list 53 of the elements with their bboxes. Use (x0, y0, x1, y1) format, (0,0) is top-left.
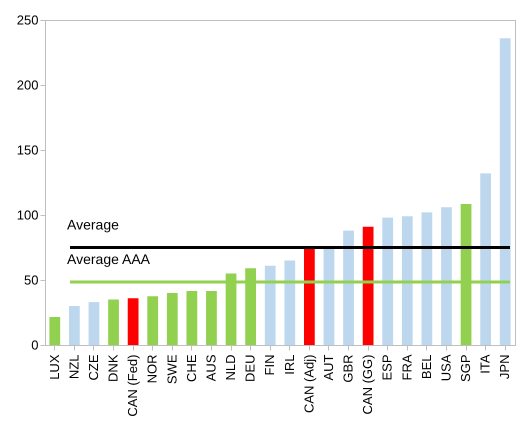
x-tick-label: CZE (86, 354, 101, 380)
x-tick-label: ESP (380, 354, 395, 381)
x-tick-label: CAN (Fed) (125, 354, 140, 417)
ref-line-label: Average (67, 216, 120, 232)
x-tick-label: SGP (458, 354, 474, 382)
bar (88, 302, 100, 345)
x-tick-label: GBR (340, 354, 356, 383)
bar (441, 207, 452, 345)
bar (49, 317, 60, 345)
x-tick-label: BEL (418, 354, 434, 380)
x-tick-label: AUS (203, 354, 218, 382)
bar (186, 291, 198, 345)
x-tick-label: JPN (497, 354, 512, 380)
x-tick-label: CAN (Adj) (301, 354, 316, 414)
y-tick-label: 100 (16, 208, 38, 222)
x-tick-label: NOR (144, 354, 160, 384)
bar (68, 306, 80, 345)
x-tick-label: DEU (242, 354, 258, 382)
x-tick-label: ITA (478, 354, 493, 374)
x-tick-label: DNK (106, 354, 121, 382)
x-tick-label: NZL (66, 354, 82, 380)
bar (108, 300, 119, 345)
bar (382, 218, 394, 345)
bar (147, 296, 158, 345)
bar (166, 293, 178, 345)
x-tick-label: FRA (399, 354, 414, 380)
bar (324, 248, 334, 345)
x-tick-label: IRL (282, 354, 297, 375)
y-tick-label: 200 (16, 78, 38, 92)
x-tick-label: SWE (164, 354, 180, 384)
y-tick-label: 250 (16, 12, 38, 28)
x-tick-label: CAN (GG) (360, 354, 376, 414)
x-tick-label: FIN (262, 354, 278, 376)
bar (128, 298, 139, 345)
bar (402, 216, 413, 345)
x-tick-label: AUT (320, 354, 336, 380)
bar (343, 230, 354, 345)
bar (264, 266, 276, 345)
bar (206, 291, 217, 345)
x-tick-label: LUX (46, 354, 62, 380)
x-tick-label: NLD (223, 354, 238, 381)
bar (304, 248, 315, 345)
x-tick-label: CHE (184, 354, 199, 382)
bar (480, 173, 492, 345)
bar (284, 260, 296, 345)
y-tick-label: 0 (31, 338, 38, 352)
bar (421, 212, 432, 345)
bar (362, 226, 374, 345)
x-tick-label: USA (438, 354, 454, 382)
y-tick-label: 150 (16, 142, 38, 158)
ref-line-label: Average AAA (67, 250, 151, 267)
bar (500, 38, 511, 345)
y-tick-label: 50 (24, 272, 38, 288)
